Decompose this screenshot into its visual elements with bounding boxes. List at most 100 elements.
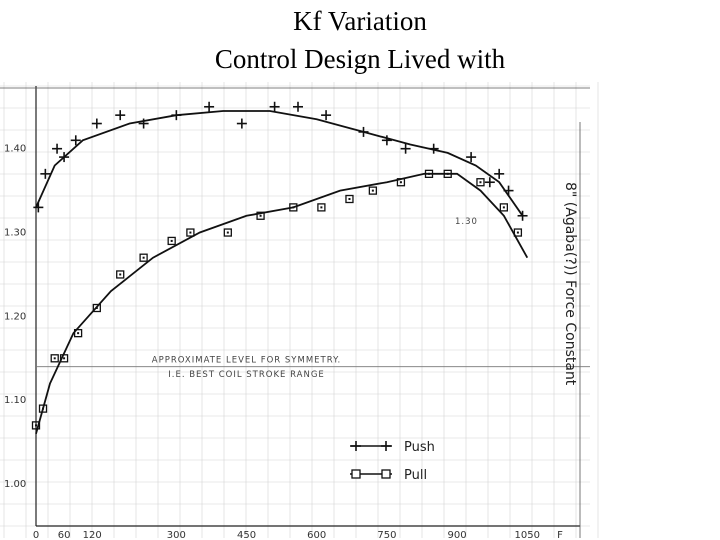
pull-point — [59, 354, 69, 363]
pull-point-box — [256, 211, 265, 220]
pull-point-box — [345, 194, 354, 204]
pull-point — [223, 228, 232, 237]
x-tick-label: 0 — [33, 530, 39, 540]
x-tick-label: 900 — [448, 530, 467, 540]
slide-title-line1: Kf Variation — [293, 6, 427, 36]
push-point — [33, 202, 44, 213]
push-point — [115, 110, 126, 121]
pull-point-box — [59, 354, 69, 363]
pull-point-dot — [226, 231, 229, 234]
pull-point-dot — [170, 239, 173, 242]
pull-point-dot — [446, 172, 449, 175]
push-point — [503, 185, 514, 196]
pull-point-dot — [77, 332, 80, 335]
annotations: APPROXIMATE LEVEL FOR SYMMETRY. I.E. BEST… — [152, 217, 477, 380]
pull-point-box — [317, 203, 326, 212]
pull-point-box — [223, 228, 232, 237]
y-tick-label: 1.20 — [4, 311, 26, 322]
pull-point-box — [396, 178, 406, 187]
y-tick-label: 1.30 — [4, 228, 26, 239]
pull-point-box — [513, 228, 523, 237]
push-point — [466, 152, 477, 163]
y-tick-label: 1.00 — [4, 479, 26, 490]
x-tick-label: F — [557, 530, 563, 540]
push-point — [484, 177, 495, 188]
push-point — [236, 118, 247, 129]
push-point — [321, 110, 332, 121]
push-point — [400, 143, 411, 154]
chart-grid — [0, 82, 599, 538]
series-markers — [31, 101, 528, 430]
kf-chart: 0 60 120 300 450 600 750 900 1050 F 1.00 1.10 1.20 1.… — [0, 82, 599, 540]
pull-point-box — [368, 186, 378, 195]
pull-point-dot — [259, 214, 262, 217]
legend-square — [351, 469, 361, 479]
pull-point-dot — [95, 307, 98, 309]
pull-point-dot — [348, 198, 351, 200]
pull-point — [289, 203, 298, 212]
pull-point-box — [424, 169, 434, 178]
push-point — [40, 168, 51, 179]
push-point — [358, 126, 369, 137]
pull-point-dot — [142, 256, 145, 259]
pull-point-box — [476, 178, 485, 187]
legend-label: Pull — [404, 468, 427, 483]
push-point — [494, 168, 505, 179]
x-tick-label: 750 — [377, 530, 396, 540]
legend-square — [381, 469, 391, 479]
y-tick-label: 1.40 — [4, 144, 26, 155]
pull-point — [345, 194, 354, 204]
pull-point — [116, 270, 125, 279]
annotation-text: APPROXIMATE LEVEL FOR SYMMETRY. — [152, 356, 341, 366]
pull-point — [513, 228, 523, 237]
x-tick-label: 120 — [83, 530, 102, 540]
pull-point-dot — [292, 206, 295, 209]
pull-point — [368, 186, 378, 195]
pull-point-box — [186, 228, 195, 237]
pull-point — [424, 169, 434, 178]
pull-point — [317, 203, 326, 212]
x-tick-label: 600 — [307, 530, 326, 540]
pull-point-dot — [35, 424, 37, 427]
pull-point-dot — [428, 172, 430, 175]
pull-point — [139, 253, 148, 262]
pull-point-box — [31, 421, 41, 430]
pull-point — [38, 404, 48, 413]
legend-label: Push — [404, 440, 435, 455]
push-point — [428, 143, 439, 154]
push-point — [59, 152, 70, 163]
push-point — [381, 135, 392, 146]
pull-point — [186, 228, 195, 237]
pull-point — [256, 211, 265, 220]
pull-point-box — [92, 303, 101, 313]
pull-point-dot — [371, 189, 374, 192]
annotation-text: I.E. BEST COIL STROKE RANGE — [168, 370, 325, 380]
pull-point-dot — [479, 181, 482, 184]
push-point — [293, 101, 303, 112]
pull-point-box — [443, 169, 452, 178]
x-tick-label: 300 — [167, 530, 186, 540]
pull-point-dot — [63, 357, 66, 360]
pull-point-dot — [399, 181, 402, 184]
pull-point-dot — [320, 206, 323, 209]
pull-point-dot — [502, 206, 505, 209]
pull-point-dot — [42, 407, 45, 410]
y-tick-label: 1.10 — [4, 395, 26, 406]
pull-point — [396, 178, 406, 187]
pull-point — [499, 203, 509, 212]
pull-point — [443, 169, 452, 178]
pull-point-box — [167, 236, 176, 246]
push-point — [269, 101, 280, 112]
pull-point-box — [50, 354, 59, 363]
push-point — [91, 118, 102, 129]
pull-point-dot — [53, 357, 56, 360]
x-tick-label: 60 — [58, 530, 71, 540]
side-label-text: 8" (Agaba(?)) Force Constant — [562, 182, 578, 386]
push-point — [171, 110, 182, 121]
push-point — [204, 101, 215, 112]
series-fit-curves — [35, 110, 529, 435]
fit-curve-push — [35, 110, 524, 217]
pull-point — [476, 178, 485, 187]
pull-point-box — [73, 329, 83, 338]
slide-title-line2: Control Design Lived with — [214, 44, 506, 74]
